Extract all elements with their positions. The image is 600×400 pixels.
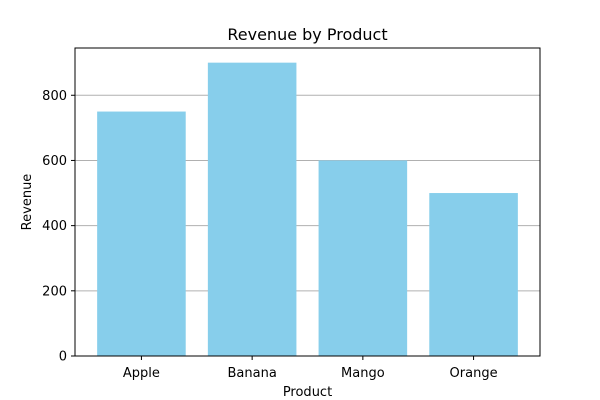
- bar-banana: [207, 62, 297, 357]
- plot-frame: [74, 47, 541, 357]
- x-tick-label: Apple: [123, 366, 160, 381]
- x-axis: Apple Banana Mango Orange: [123, 356, 498, 381]
- y-tick-label: 800: [42, 89, 67, 104]
- x-axis-label: Product: [283, 385, 332, 400]
- x-tick-label: Orange: [450, 366, 498, 381]
- y-tick-label: 0: [59, 350, 67, 365]
- x-tick-label: Mango: [341, 366, 385, 381]
- bar-apple: [97, 111, 186, 356]
- chart-title: Revenue by Product: [227, 25, 387, 44]
- y-axis: 0 200 400 600 800: [42, 89, 75, 365]
- y-tick-label: 400: [42, 219, 67, 234]
- x-tick-label: Banana: [227, 366, 276, 381]
- y-axis-label: Revenue: [20, 174, 35, 231]
- bar-mango: [318, 160, 408, 356]
- y-tick-label: 600: [42, 154, 67, 169]
- bars: [97, 62, 518, 357]
- y-tick-label: 200: [42, 284, 67, 299]
- bar-orange: [429, 193, 518, 356]
